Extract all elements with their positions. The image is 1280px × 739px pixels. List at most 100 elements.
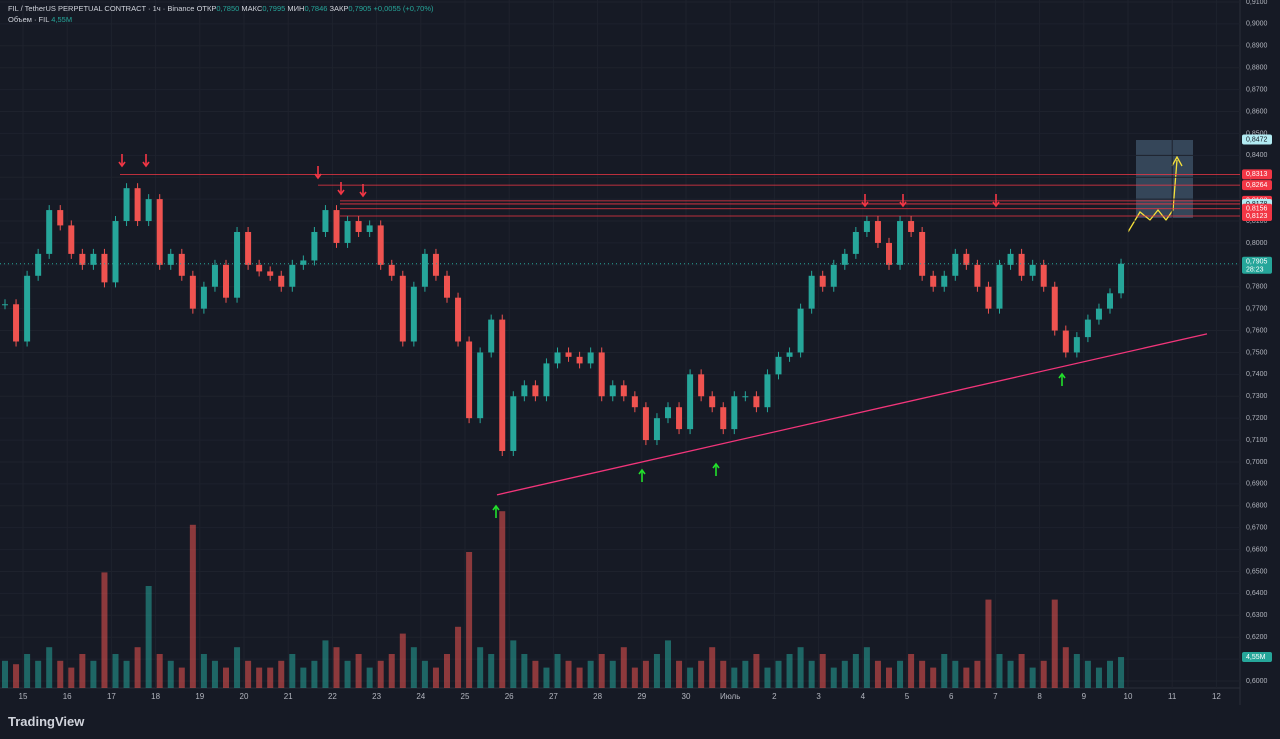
signal-arrow xyxy=(992,201,1000,208)
candle xyxy=(565,352,572,357)
candle xyxy=(653,418,660,441)
candle xyxy=(410,286,417,342)
volume-bar xyxy=(223,667,229,688)
x-tick-label: 28 xyxy=(593,692,602,701)
candle xyxy=(499,319,506,452)
candle xyxy=(996,264,1003,309)
candle xyxy=(477,352,484,419)
candle xyxy=(466,341,473,419)
volume-bar xyxy=(477,647,484,688)
volume-bar xyxy=(819,654,826,688)
value: 0,7846 xyxy=(304,4,328,13)
label: Объем · FIL xyxy=(8,15,50,24)
volume-bar xyxy=(908,654,915,688)
y-tick-label: 0,8100 xyxy=(1246,218,1268,225)
candle xyxy=(145,199,152,222)
volume-bar xyxy=(676,660,683,688)
volume-bar xyxy=(13,664,20,688)
candle xyxy=(808,275,815,309)
volume-bar xyxy=(1107,660,1113,688)
candle xyxy=(1040,264,1047,287)
volume-bar xyxy=(1118,657,1125,688)
candle xyxy=(698,374,705,397)
value: 0,7995 xyxy=(262,4,286,13)
candle xyxy=(24,275,31,342)
volume-bar xyxy=(189,524,196,688)
candle xyxy=(311,231,318,261)
volume-bar xyxy=(1007,660,1014,688)
volume-bar xyxy=(631,667,638,688)
x-tick-label: 21 xyxy=(284,692,293,701)
price-tag-label: 0,7905 xyxy=(1246,259,1268,266)
x-tick-label: 15 xyxy=(19,692,28,701)
value: 0,7850 xyxy=(216,4,240,13)
candle xyxy=(554,352,561,364)
volume-bar xyxy=(963,667,970,688)
volume-bar xyxy=(543,667,550,688)
volume-bar xyxy=(178,667,185,688)
volume-bar xyxy=(123,660,130,688)
candle xyxy=(444,275,450,298)
y-tick-label: 0,6500 xyxy=(1246,568,1268,575)
volume-bar xyxy=(930,667,937,688)
volume-bar xyxy=(167,660,174,688)
candle xyxy=(974,264,981,287)
candle xyxy=(267,271,274,276)
candle xyxy=(200,286,207,309)
volume-bar xyxy=(289,654,296,688)
candle xyxy=(167,253,174,265)
y-tick-label: 0,6000 xyxy=(1246,678,1268,685)
candle xyxy=(1051,286,1058,331)
candle xyxy=(598,352,605,397)
price-tag xyxy=(1242,180,1272,191)
header: FIL / TetherUS PERPETUAL CONTRACT · 1ч ·… xyxy=(8,3,434,25)
x-tick-label: 4 xyxy=(861,692,866,701)
y-tick-label: 0,8600 xyxy=(1246,108,1268,115)
volume-bar xyxy=(444,654,450,688)
candle xyxy=(919,231,926,276)
x-tick-label: 7 xyxy=(993,692,998,701)
volume-bar xyxy=(510,640,517,688)
volume-bar xyxy=(797,647,804,688)
volume-bar xyxy=(852,654,859,688)
candle xyxy=(322,210,329,232)
candle xyxy=(189,275,196,309)
candle xyxy=(289,264,296,287)
price-tag-label: 0,8472 xyxy=(1246,136,1268,143)
y-tick-label: 0,7200 xyxy=(1246,415,1268,422)
candle xyxy=(13,304,20,342)
candle xyxy=(709,396,716,408)
candle xyxy=(764,374,771,408)
candle xyxy=(432,253,439,276)
volume-bar xyxy=(322,640,329,688)
volume-bar xyxy=(1073,654,1080,688)
volume-bar xyxy=(1062,647,1069,688)
candle xyxy=(46,210,53,254)
x-tick-label: 29 xyxy=(637,692,646,701)
candle xyxy=(886,242,892,265)
volume-bar xyxy=(200,654,207,688)
volume-bar xyxy=(355,654,362,688)
candle xyxy=(841,253,848,265)
volume-bar xyxy=(46,647,53,688)
y-tick-label: 0,7600 xyxy=(1246,327,1268,334)
candle xyxy=(874,221,881,243)
candle xyxy=(753,396,760,408)
x-tick-label: 22 xyxy=(328,692,337,701)
y-tick-label: 0,6200 xyxy=(1246,634,1268,641)
y-tick-label: 0,9100 xyxy=(1246,0,1268,6)
volume-bar xyxy=(245,660,252,688)
logo[interactable]: TradingView xyxy=(8,714,85,729)
price-tag-label: 0,8264 xyxy=(1246,182,1268,189)
candle xyxy=(1073,337,1080,353)
candle xyxy=(1095,308,1102,320)
candle xyxy=(211,264,218,287)
candle xyxy=(830,264,837,287)
signal-arrow xyxy=(1058,372,1066,379)
volume-bar xyxy=(488,654,495,688)
candle xyxy=(1118,263,1125,294)
candle xyxy=(355,221,362,232)
candle xyxy=(775,356,782,375)
candle xyxy=(68,225,75,254)
